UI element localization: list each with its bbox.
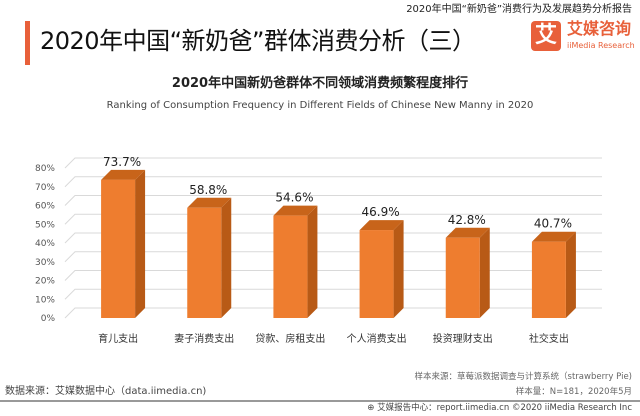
data-label: 46.9% [362,205,400,219]
category-label: 社交支出 [529,332,569,345]
category-label: 育儿支出 [98,332,138,345]
bar-top [273,205,318,216]
gridline [64,270,602,281]
bar [531,241,566,318]
chart-subtitle: Ranking of Consumption Frequency in Diff… [106,100,534,111]
bar-side [565,231,576,318]
bar-side [479,227,490,318]
bar [359,230,394,318]
y-tick-label: 50% [35,220,55,230]
gridline [64,195,602,206]
bar-top [531,231,576,242]
y-tick-label: 70% [35,183,55,193]
sample-source: 样本来源：草莓派数据调查与计算系统（strawberry Pie) [414,372,632,382]
data-label: 73.7% [103,155,141,169]
bar-top [359,220,404,231]
gridline [64,157,602,169]
title-accent-bar [25,21,30,65]
page-title: 2020年中国“新奶爸”群体消费分析（三） [40,27,476,55]
data-label: 42.8% [448,213,486,227]
category-label: 个人消费支出 [347,332,407,345]
data-label: 54.6% [275,191,313,205]
gridline [64,251,602,263]
bar-top [101,169,146,180]
y-tick-label: 10% [35,295,55,305]
sample-size: 样本量：N=181，2020年5月 [515,387,632,397]
bar-side [393,220,404,318]
y-tick-label: 30% [35,258,55,268]
bar-side [221,197,232,318]
y-tick-label: 60% [35,202,55,212]
bar-top [445,227,490,238]
bar-side [307,205,318,318]
category-label: 妻子消费支出 [174,332,234,345]
bar [445,237,480,318]
y-tick-label: 40% [35,239,55,249]
data-label: 58.8% [189,183,227,197]
gridline [64,232,602,244]
data-source: 数据来源：艾媒数据中心（data.iimedia.cn) [5,386,207,397]
bar-top [187,197,232,208]
copyright: ⊕ 艾媒报告中心：report.iimedia.cn ©2020 iiMedia… [367,403,632,413]
category-label: 贷款、房租支出 [255,332,325,345]
footer-divider [0,400,640,402]
y-tick-label: 20% [35,277,55,287]
gridline [64,307,602,319]
logo-text-en: iiMedia Research [567,41,635,50]
bar [187,207,222,318]
category-label: 投资理财支出 [433,332,493,345]
logo-icon: 艾 [531,21,561,51]
bar [101,179,136,318]
report-name: 2020年中国“新奶爸”消费行为及发展趋势分析报告 [406,4,632,15]
y-tick-label: 80% [35,164,55,174]
gridline [64,288,602,300]
data-label: 40.7% [534,217,572,231]
gridline [64,176,602,188]
bar [273,215,308,318]
y-tick-label: 0% [41,314,56,324]
chart-title: 2020年中国新奶爸群体不同领域消费频繁程度排行 [171,76,469,91]
logo-text-cn: 艾媒咨询 [567,19,632,38]
gridline [64,213,602,225]
bar-side [135,169,146,318]
